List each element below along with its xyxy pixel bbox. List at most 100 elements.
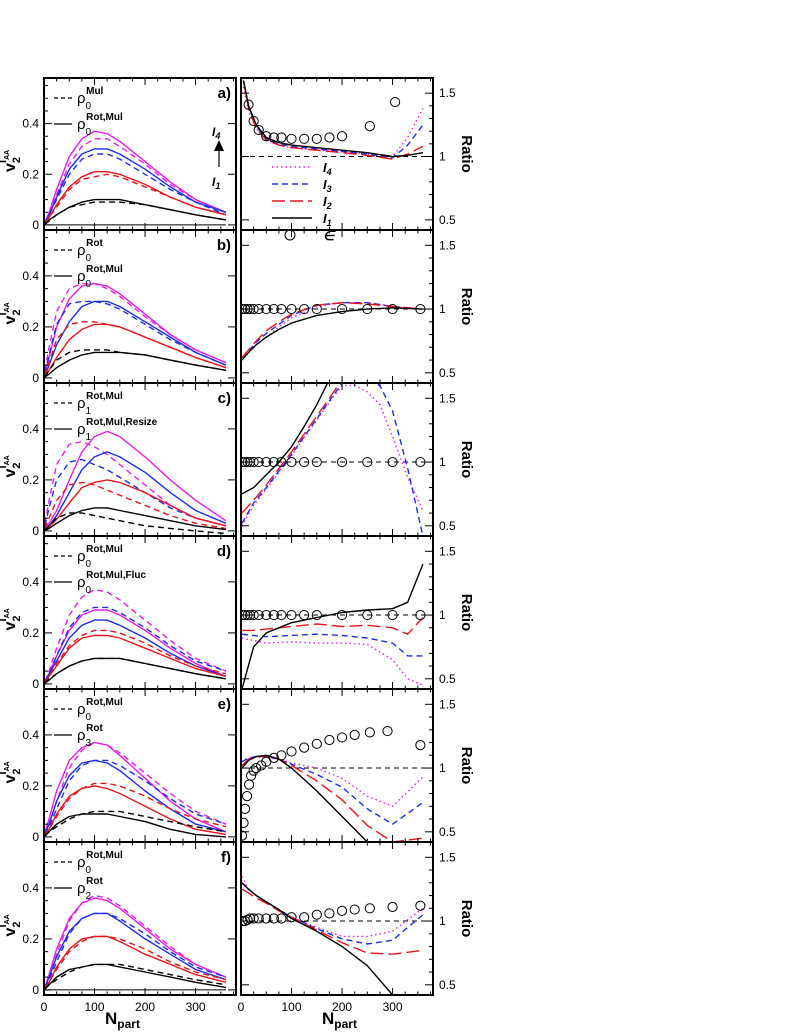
x-axis-label-sub: part xyxy=(117,1017,140,1031)
y-tick-label: 1.5 xyxy=(439,238,456,252)
y-axis-label-main: v xyxy=(2,775,19,784)
series-I2-dashed xyxy=(44,481,227,530)
marker-point xyxy=(299,609,310,621)
series-I4-dashed xyxy=(44,138,227,223)
series-I2-solid xyxy=(44,634,227,683)
legend-label: ρ0 Rot,Mul,Fluc xyxy=(77,570,147,596)
y-axis-label: v2IAA xyxy=(0,302,23,324)
ratio-axis-label: Ratio xyxy=(458,747,475,785)
legend-label: ρ0 Rot,Mul xyxy=(77,112,123,138)
y-axis-label-sub: 2 xyxy=(11,921,23,927)
marker-point xyxy=(261,913,272,924)
legend-label: I1 xyxy=(323,211,332,228)
legend-sub: 0 xyxy=(86,279,92,290)
marker-point xyxy=(390,96,401,108)
legend-sub: 4 xyxy=(326,167,332,177)
marker-point xyxy=(336,905,348,916)
marker-point xyxy=(415,740,426,751)
series-I2-solid xyxy=(44,323,227,377)
marker-point xyxy=(349,904,360,915)
legend-sup: Rot xyxy=(86,238,103,249)
series-I2-solid xyxy=(44,479,227,531)
plot-area xyxy=(44,894,227,991)
series-I4-dotted xyxy=(241,302,423,359)
x-axis-label-left: Npart xyxy=(105,1009,140,1031)
series-I3-dashed xyxy=(242,80,424,159)
y-tick-label: 1.5 xyxy=(439,391,456,405)
marker-point xyxy=(253,303,264,315)
legend-sup: Rot,Mul xyxy=(86,112,123,123)
panel-frame xyxy=(43,535,237,690)
y-axis-label-sup: I xyxy=(0,771,9,774)
series-I1-solid xyxy=(44,507,226,532)
marker-point xyxy=(415,303,426,315)
x-axis-label-right: Npart xyxy=(322,1009,357,1031)
marker-point xyxy=(241,791,253,802)
legend-symbol: I xyxy=(323,194,327,209)
series-I2-solid xyxy=(44,785,227,836)
series-I2-dashed xyxy=(44,782,227,836)
series-I2-dashed xyxy=(44,935,227,989)
legend-sub: 2 xyxy=(86,891,92,902)
legend-sup: Rot,Mul,Fluc xyxy=(86,570,146,581)
marker-point xyxy=(299,742,310,753)
marker-point xyxy=(415,456,426,468)
marker-point xyxy=(286,609,297,621)
marker-point xyxy=(241,609,251,621)
series-I1-dashed xyxy=(44,963,227,990)
series-I1-solid xyxy=(242,80,424,158)
marker-point xyxy=(387,901,398,913)
marker-point xyxy=(324,132,335,143)
series-I3-solid xyxy=(44,300,227,376)
x-tick-label: 100 xyxy=(85,1000,105,1014)
marker-point xyxy=(276,913,287,924)
x-tick-label: 0 xyxy=(238,1000,245,1014)
legend-symbol: ρ xyxy=(77,268,86,285)
y-tick-label: 0.5 xyxy=(439,978,456,992)
panel-frame xyxy=(240,688,434,843)
series-I4-dotted xyxy=(241,637,424,686)
series-I1-solid xyxy=(241,754,423,842)
legend-symbol: ρ xyxy=(77,548,86,565)
y-tick-label: 0.5 xyxy=(439,672,456,686)
y-tick-label: 1.5 xyxy=(439,850,456,864)
marker-point xyxy=(336,609,348,621)
arrow-bottom-sub: 1 xyxy=(215,181,220,191)
x-tick-label: 100 xyxy=(282,1000,302,1014)
y-axis-label: v2IAA xyxy=(0,150,23,172)
legend-sup: Rot xyxy=(86,723,103,734)
marker-point xyxy=(299,912,310,923)
legend-sub: 3 xyxy=(327,184,332,194)
marker-point xyxy=(299,133,310,144)
y-axis-label: v2IAA xyxy=(0,455,23,477)
series-I2-longdash xyxy=(241,383,341,514)
marker-point xyxy=(311,456,322,468)
y-tick-label: 0 xyxy=(32,218,39,232)
marker-point xyxy=(336,131,348,142)
series-I4-dashed xyxy=(44,282,227,371)
legend-label: ∈ xyxy=(323,228,336,243)
series-I3-solid xyxy=(44,451,227,531)
legend-symbol: ρ xyxy=(77,854,86,871)
series-I3-dashed xyxy=(241,302,423,359)
marker-point xyxy=(286,912,297,923)
arrow-top-symbol: I xyxy=(212,125,216,139)
marker-point xyxy=(362,303,373,315)
y-tick-label: 0 xyxy=(32,524,39,538)
legend-sub: 2 xyxy=(326,201,332,211)
legend-label: ρ2 Rot xyxy=(77,876,103,902)
marker-point xyxy=(387,609,398,621)
legend-label: ρ3 Rot xyxy=(77,723,103,749)
marker-point xyxy=(261,131,272,142)
y-axis-label-supsub: AA xyxy=(4,455,11,465)
marker-point xyxy=(324,908,335,919)
y-tick-label: 0.4 xyxy=(22,728,39,742)
series-I3-dashed xyxy=(241,633,423,657)
